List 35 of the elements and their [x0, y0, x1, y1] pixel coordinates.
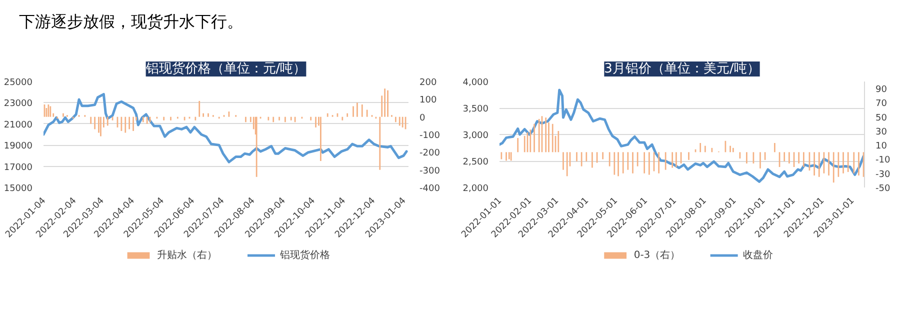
- y2-tick-label: -300: [420, 166, 440, 176]
- y-tick-label: 23000: [4, 99, 33, 110]
- text: 下游逐步放假，现货升水下行。: [19, 11, 243, 33]
- legend-label: 收盘价: [743, 249, 774, 262]
- y2-tick-label: -50: [876, 184, 890, 194]
- line-series: [44, 92, 408, 164]
- legend-label: 0-3（右）: [634, 249, 680, 262]
- y2-tick-label: -400: [420, 184, 440, 194]
- y-tick-label: 3,500: [462, 104, 489, 114]
- chart-title: 铝现货价格（单位：元/吨）: [144, 62, 306, 76]
- y-tick-label: 15000: [4, 184, 33, 194]
- legend-label: 铝现货价格: [280, 248, 330, 262]
- y2-tick-label: -200: [420, 148, 440, 159]
- y2-tick-label: 10: [876, 142, 888, 152]
- y2-tick-label: 30: [876, 127, 888, 138]
- y-tick-label: 4,000: [462, 78, 489, 88]
- y2-tick-label: 50: [876, 113, 888, 124]
- y-tick-label: 2,000: [462, 184, 489, 194]
- y-tick-label: 21000: [4, 120, 33, 130]
- y2-tick-label: 90: [876, 85, 888, 96]
- y-tick-label: 19000: [4, 142, 33, 152]
- y2-tick-label: 100: [420, 96, 437, 106]
- y2-tick-label: -30: [876, 170, 890, 180]
- y-tick-label: 17000: [4, 162, 33, 173]
- y2-tick-label: 200: [420, 78, 437, 88]
- legend-label: 升贴水（右）: [157, 248, 217, 262]
- y2-tick-label: -100: [420, 131, 440, 141]
- y2-tick-label: 0: [420, 113, 426, 124]
- y-tick-label: 25000: [4, 78, 33, 88]
- chart-title: 3月铝价（单位：美元/吨）: [604, 60, 760, 76]
- y2-tick-label: 70: [876, 99, 888, 110]
- y-tick-label: 2,500: [462, 158, 489, 168]
- y-tick-label: 3,000: [462, 131, 489, 141]
- line-series: [500, 88, 864, 183]
- y2-tick-label: -10: [876, 156, 890, 166]
